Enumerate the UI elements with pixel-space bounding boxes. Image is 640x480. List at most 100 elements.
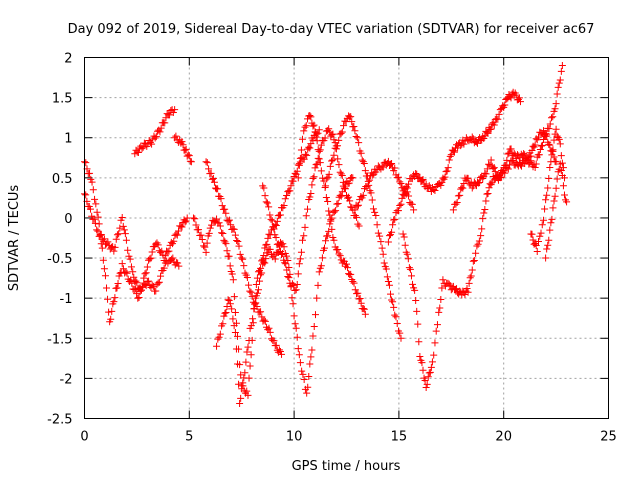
data-point	[516, 98, 524, 106]
data-point	[303, 151, 311, 159]
data-point	[416, 353, 424, 361]
data-point	[551, 192, 559, 200]
data-point	[355, 139, 363, 147]
data-point	[160, 264, 168, 272]
data-point	[314, 281, 322, 289]
data-point	[325, 207, 333, 215]
data-point	[110, 298, 118, 306]
data-point	[548, 151, 556, 159]
data-point	[318, 254, 326, 262]
data-point	[431, 187, 439, 195]
series-track-14	[449, 62, 566, 214]
data-point	[216, 222, 224, 230]
data-point	[415, 338, 423, 346]
data-point	[309, 174, 317, 182]
data-point	[181, 218, 189, 226]
data-point	[354, 220, 362, 228]
data-point	[485, 160, 493, 168]
data-point	[124, 246, 132, 254]
data-point	[495, 110, 503, 118]
data-point	[444, 164, 452, 172]
data-point	[555, 135, 563, 143]
data-point	[206, 224, 214, 232]
data-point	[273, 217, 281, 225]
data-point	[198, 235, 206, 243]
data-point	[157, 272, 165, 280]
data-point	[295, 161, 303, 169]
data-point	[249, 315, 257, 323]
data-point	[304, 383, 312, 391]
axis-ticks: 0 5 10 15 20 25 -2.5 -2 -1.5 -1 -0.5 0 0.5 1 1.5 2	[47, 52, 617, 445]
series-track-15	[527, 125, 568, 256]
data-point	[534, 133, 542, 141]
data-point	[226, 300, 234, 308]
data-point	[441, 173, 449, 181]
data-point	[412, 170, 420, 178]
data-point	[361, 167, 369, 175]
data-point	[266, 328, 274, 336]
data-point	[421, 377, 429, 385]
data-point	[137, 286, 145, 294]
data-point	[223, 247, 231, 255]
y-tick-label: -2	[60, 372, 73, 387]
data-point	[487, 125, 495, 133]
data-point	[556, 160, 564, 168]
series-track-2	[81, 190, 183, 295]
data-point	[334, 245, 342, 253]
data-point	[532, 241, 540, 249]
data-point	[542, 196, 550, 204]
data-point	[142, 269, 150, 277]
data-point	[218, 229, 226, 237]
data-point	[178, 223, 186, 231]
x-tick-label: 5	[185, 430, 193, 445]
data-point	[292, 324, 300, 332]
y-tick-label: 1	[64, 132, 72, 147]
data-point	[532, 160, 540, 168]
data-point	[547, 158, 555, 166]
data-point	[354, 201, 362, 209]
data-point	[315, 126, 323, 134]
data-point	[348, 118, 356, 126]
data-point	[287, 182, 295, 190]
data-point	[464, 174, 472, 182]
data-point	[419, 175, 427, 183]
data-point	[472, 249, 480, 257]
data-point	[554, 83, 562, 91]
data-point	[545, 140, 553, 148]
data-point	[503, 156, 511, 164]
data-point	[393, 320, 401, 328]
data-point	[463, 284, 471, 292]
x-axis-label: GPS time / hours	[292, 459, 401, 474]
data-point	[216, 330, 224, 338]
data-point	[324, 173, 332, 181]
data-point	[443, 167, 451, 175]
data-point	[264, 234, 272, 242]
data-point	[186, 157, 194, 165]
data-point	[544, 184, 552, 192]
data-point	[445, 156, 453, 164]
data-point	[82, 159, 90, 167]
data-point	[221, 238, 229, 246]
data-point	[127, 263, 135, 271]
data-point	[315, 147, 323, 155]
data-point	[231, 308, 239, 316]
data-point	[556, 76, 564, 84]
data-point	[558, 62, 566, 70]
data-point	[364, 177, 372, 185]
data-point	[469, 257, 477, 265]
data-point	[200, 242, 208, 250]
data-point	[336, 191, 344, 199]
data-point	[431, 339, 439, 347]
data-point	[100, 265, 108, 273]
data-point	[546, 141, 554, 149]
data-point	[120, 226, 128, 234]
data-point	[549, 204, 557, 212]
data-point	[171, 106, 179, 114]
data-point	[310, 173, 318, 181]
data-point	[203, 159, 211, 167]
data-point	[283, 266, 291, 274]
data-point	[289, 177, 297, 185]
data-point	[298, 135, 306, 143]
data-point	[151, 134, 159, 142]
data-point	[232, 345, 240, 353]
